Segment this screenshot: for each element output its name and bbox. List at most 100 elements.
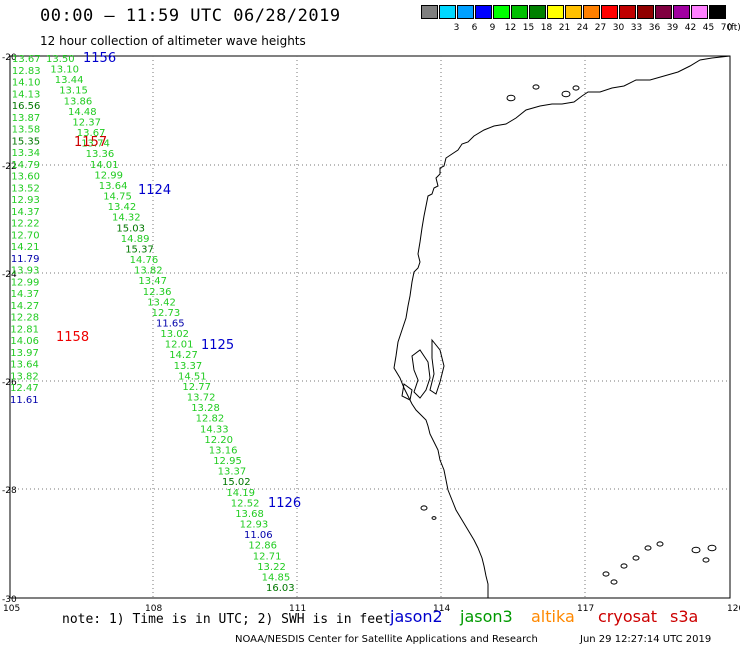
lon-label: 117 bbox=[577, 604, 594, 614]
wave-height-label: 14.85 bbox=[262, 572, 291, 583]
pass-id-label: 1158 bbox=[56, 330, 89, 345]
scale-label: 70 bbox=[720, 23, 733, 33]
wave-height-label: 14.37 bbox=[11, 289, 40, 300]
lat-label: -28 bbox=[2, 486, 17, 496]
wave-height-label: 11.65 bbox=[156, 319, 185, 330]
credit-text: NOAA/NESDIS Center for Satellite Applica… bbox=[235, 634, 538, 645]
scale-label: 18 bbox=[540, 23, 553, 33]
scale-label: 33 bbox=[630, 23, 643, 33]
scale-swatch bbox=[439, 5, 456, 19]
satellite-legend-item: cryosat bbox=[598, 607, 658, 626]
wave-height-label: 14.01 bbox=[90, 160, 119, 171]
wave-height-label: 13.36 bbox=[86, 149, 115, 160]
island bbox=[420, 505, 428, 511]
island bbox=[707, 544, 717, 552]
lat-label: -22 bbox=[2, 162, 17, 172]
wave-height-label: 13.42 bbox=[147, 297, 176, 308]
pass-id-label: 1126 bbox=[268, 496, 301, 511]
wave-height-label: 12.83 bbox=[12, 66, 41, 77]
scale-label: 36 bbox=[648, 23, 661, 33]
wave-height-label: 12.22 bbox=[11, 219, 40, 230]
wave-height-label: 14.75 bbox=[103, 192, 132, 203]
wave-height-label: 12.86 bbox=[248, 541, 277, 552]
wave-height-label: 11.61 bbox=[10, 395, 39, 406]
scale-swatch bbox=[637, 5, 654, 19]
wave-height-label: 15.35 bbox=[12, 136, 41, 147]
lat-label: -30 bbox=[2, 595, 17, 605]
bay-path bbox=[411, 349, 431, 399]
wave-height-label: 16.56 bbox=[12, 101, 41, 112]
wave-height-label: 12.37 bbox=[72, 117, 101, 128]
scale-swatch bbox=[475, 5, 492, 19]
wave-height-label: 14.48 bbox=[68, 107, 97, 118]
island bbox=[602, 571, 610, 577]
island bbox=[506, 94, 516, 102]
wave-height-label: 15.37 bbox=[125, 244, 154, 255]
wave-height-label: 13.74 bbox=[81, 139, 110, 150]
wave-height-label: 13.42 bbox=[108, 202, 137, 213]
wave-height-label: 12.28 bbox=[10, 313, 39, 324]
wave-height-label: 12.47 bbox=[10, 383, 39, 394]
scale-swatch bbox=[673, 5, 690, 19]
island bbox=[572, 85, 580, 91]
wave-height-label: 13.86 bbox=[64, 96, 93, 107]
wave-height-label: 13.82 bbox=[10, 371, 39, 382]
wave-height-label: 13.52 bbox=[11, 183, 40, 194]
satellite-legend-item: jason2 bbox=[390, 607, 443, 626]
pass-id-label: 1157 bbox=[74, 135, 107, 150]
wave-height-label: 13.15 bbox=[59, 86, 88, 97]
wave-height-label: 12.36 bbox=[143, 287, 172, 298]
wave-height-label: 12.93 bbox=[11, 195, 40, 206]
wave-height-label: 14.51 bbox=[178, 371, 207, 382]
wave-height-label: 14.21 bbox=[11, 242, 40, 253]
wave-height-label: 14.79 bbox=[11, 160, 40, 171]
pass-id-label: 1156 bbox=[83, 51, 116, 66]
wave-height-label: 12.20 bbox=[204, 435, 233, 446]
scale-swatch bbox=[709, 5, 726, 19]
lat-label: -26 bbox=[2, 378, 17, 388]
wave-height-label: 13.37 bbox=[218, 467, 247, 478]
scale-label: 39 bbox=[666, 23, 679, 33]
wave-height-label: 13.22 bbox=[257, 562, 286, 573]
pass-id-label: 1124 bbox=[138, 183, 171, 198]
scale-swatch bbox=[547, 5, 564, 19]
wave-height-label: 13.16 bbox=[209, 445, 238, 456]
wave-height-label: 13.44 bbox=[55, 75, 84, 86]
pass-id-label: 1125 bbox=[201, 338, 234, 353]
wave-height-label: 13.58 bbox=[12, 125, 41, 136]
wave-height-label: 14.33 bbox=[200, 424, 229, 435]
island bbox=[431, 516, 437, 520]
scale-label: 45 bbox=[702, 23, 715, 33]
wave-height-label: 13.02 bbox=[160, 329, 189, 340]
scale-unit: (ft) bbox=[727, 23, 740, 33]
scale-swatch bbox=[583, 5, 600, 19]
scale-label: 15 bbox=[522, 23, 535, 33]
scale-swatch bbox=[457, 5, 474, 19]
wave-height-label: 14.19 bbox=[226, 488, 255, 499]
wave-height-label: 13.28 bbox=[191, 403, 220, 414]
wave-height-label: 14.27 bbox=[11, 301, 40, 312]
wave-height-label: 13.64 bbox=[99, 181, 128, 192]
island bbox=[702, 557, 710, 563]
wave-height-label: 13.50 bbox=[46, 54, 75, 65]
wave-height-label: 13.68 bbox=[235, 509, 264, 520]
wave-height-label: 13.34 bbox=[11, 148, 40, 159]
timestamp-text: Jun 29 12:27:14 UTC 2019 bbox=[580, 634, 712, 645]
scale-swatch bbox=[529, 5, 546, 19]
wave-height-label: 14.13 bbox=[12, 89, 41, 100]
scale-swatch bbox=[691, 5, 708, 19]
wave-height-label: 13.72 bbox=[187, 393, 216, 404]
wave-height-label: 14.76 bbox=[130, 255, 159, 266]
wave-height-label: 14.10 bbox=[12, 78, 41, 89]
wave-height-label: 13.60 bbox=[11, 172, 40, 183]
island bbox=[644, 545, 652, 551]
lat-label: -24 bbox=[2, 270, 17, 280]
scale-swatch bbox=[655, 5, 672, 19]
wave-height-label: 13.67 bbox=[77, 128, 106, 139]
wave-height-label: 12.99 bbox=[11, 277, 40, 288]
wave-height-label: 12.93 bbox=[240, 520, 269, 531]
island bbox=[656, 541, 664, 547]
scale-swatch bbox=[493, 5, 510, 19]
map-frame bbox=[9, 55, 731, 599]
